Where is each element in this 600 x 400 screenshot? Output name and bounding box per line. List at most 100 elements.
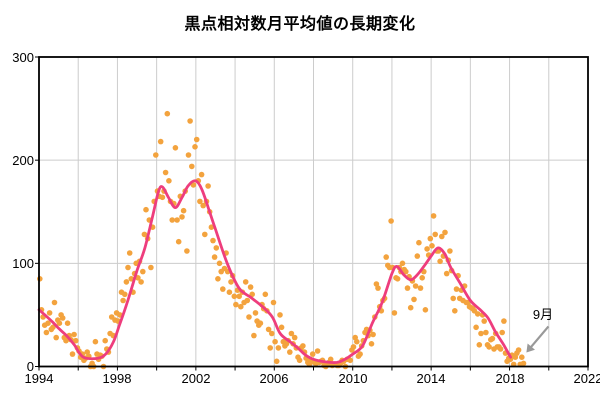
scatter-point [141,231,148,238]
scatter-point [174,217,180,223]
scatter-point [53,334,59,341]
scatter-point [126,250,133,256]
scatter-point [407,304,414,311]
scatter-point [45,320,51,327]
scatter-point [411,296,417,303]
scatter-point [416,239,422,246]
scatter-point [314,348,321,354]
annotation-september-label: 9月 [532,307,554,322]
scatter-point [187,118,193,124]
scatter-point [270,299,277,306]
scatter-point [226,289,233,296]
x-tick-label-2010: 2010 [338,371,368,386]
scatter-point [476,342,483,348]
scatter-point [309,351,316,357]
scatter-point [242,279,249,285]
scatter-point [56,320,63,327]
scatter-point [102,337,108,344]
scatter-point [73,337,79,344]
x-tick-label-2006: 2006 [259,371,289,386]
scatter-point [430,213,437,219]
scatter-point [300,343,306,349]
scatter-point [375,285,381,291]
scatter-point [236,293,242,300]
scatter-point [474,311,481,317]
scatter-point [486,344,492,350]
y-tick-label-100: 100 [12,256,34,271]
scatter-point [123,279,130,285]
x-tick-label-2022: 2022 [573,371,600,386]
scatter-point [267,345,274,351]
scatter-point [64,320,71,327]
scatter-point [92,338,99,345]
scatter-point [427,235,434,242]
y-tick-label-300: 300 [12,50,34,65]
scatter-point [257,320,264,327]
scatter-point [213,245,220,251]
scatter-point [287,349,293,355]
scatter-point [153,152,159,158]
scatter-point [499,329,506,336]
x-tick-label-2002: 2002 [181,371,211,386]
scatter-point [394,276,401,282]
scatter-point [50,324,56,331]
scatter-point [120,297,126,304]
scatter-point [185,152,192,158]
scatter-point [447,248,453,254]
x-tick-label-2014: 2014 [416,371,446,386]
scatter-point [189,163,195,170]
scatter-point [354,338,360,345]
scatter-point [520,360,527,367]
scatter-point [391,310,398,316]
scatter-point [46,310,53,316]
scatter-point [273,358,280,365]
scatter-point [228,279,234,285]
y-tick-label-200: 200 [12,153,34,168]
scatter-point [288,330,295,337]
plot-frame [38,56,589,368]
scatter-point [251,332,257,339]
scatter-point [388,218,394,224]
scatter-point [51,299,58,306]
scatter-point [453,286,460,292]
scatter-point [357,351,363,357]
scatter-point [164,110,171,117]
scatter-point [350,344,357,350]
scatter-point [347,357,354,364]
scatter-point [399,260,406,267]
x-tick-label-1994: 1994 [24,371,54,386]
scatter-point [180,207,187,214]
scatter-point [202,231,208,238]
scatter-point [63,337,69,344]
scatter-point [157,138,164,145]
scatter-point [138,279,144,285]
scatter-point [210,237,216,244]
scatter-point [215,276,221,282]
scatter-point [238,303,244,310]
scatter-point [252,310,259,316]
scatter-point [437,258,443,265]
scatter-point [211,254,218,260]
scatter-point [247,284,254,290]
scatter-point [231,293,238,300]
x-tick-label-2018: 2018 [495,371,525,386]
arrow-icon [528,325,550,351]
scatter-point [422,307,429,313]
scatter-point [497,346,504,352]
scatter-point [220,286,226,292]
scatter-point [383,254,390,260]
scatter-point [143,206,149,213]
scatter-point [417,285,424,291]
scatter-point [519,354,525,361]
scatter-point [125,264,131,271]
scatter-point [501,318,507,324]
scatter-point [140,268,146,275]
scatter-point [193,136,200,143]
chart-title: 黒点相対数月平均値の長期変化 [184,16,416,33]
scatter-point [59,315,66,321]
scatter-point [403,268,409,275]
scatter-point [169,217,175,223]
scatter-point [291,334,298,341]
scatter-point [414,253,421,259]
